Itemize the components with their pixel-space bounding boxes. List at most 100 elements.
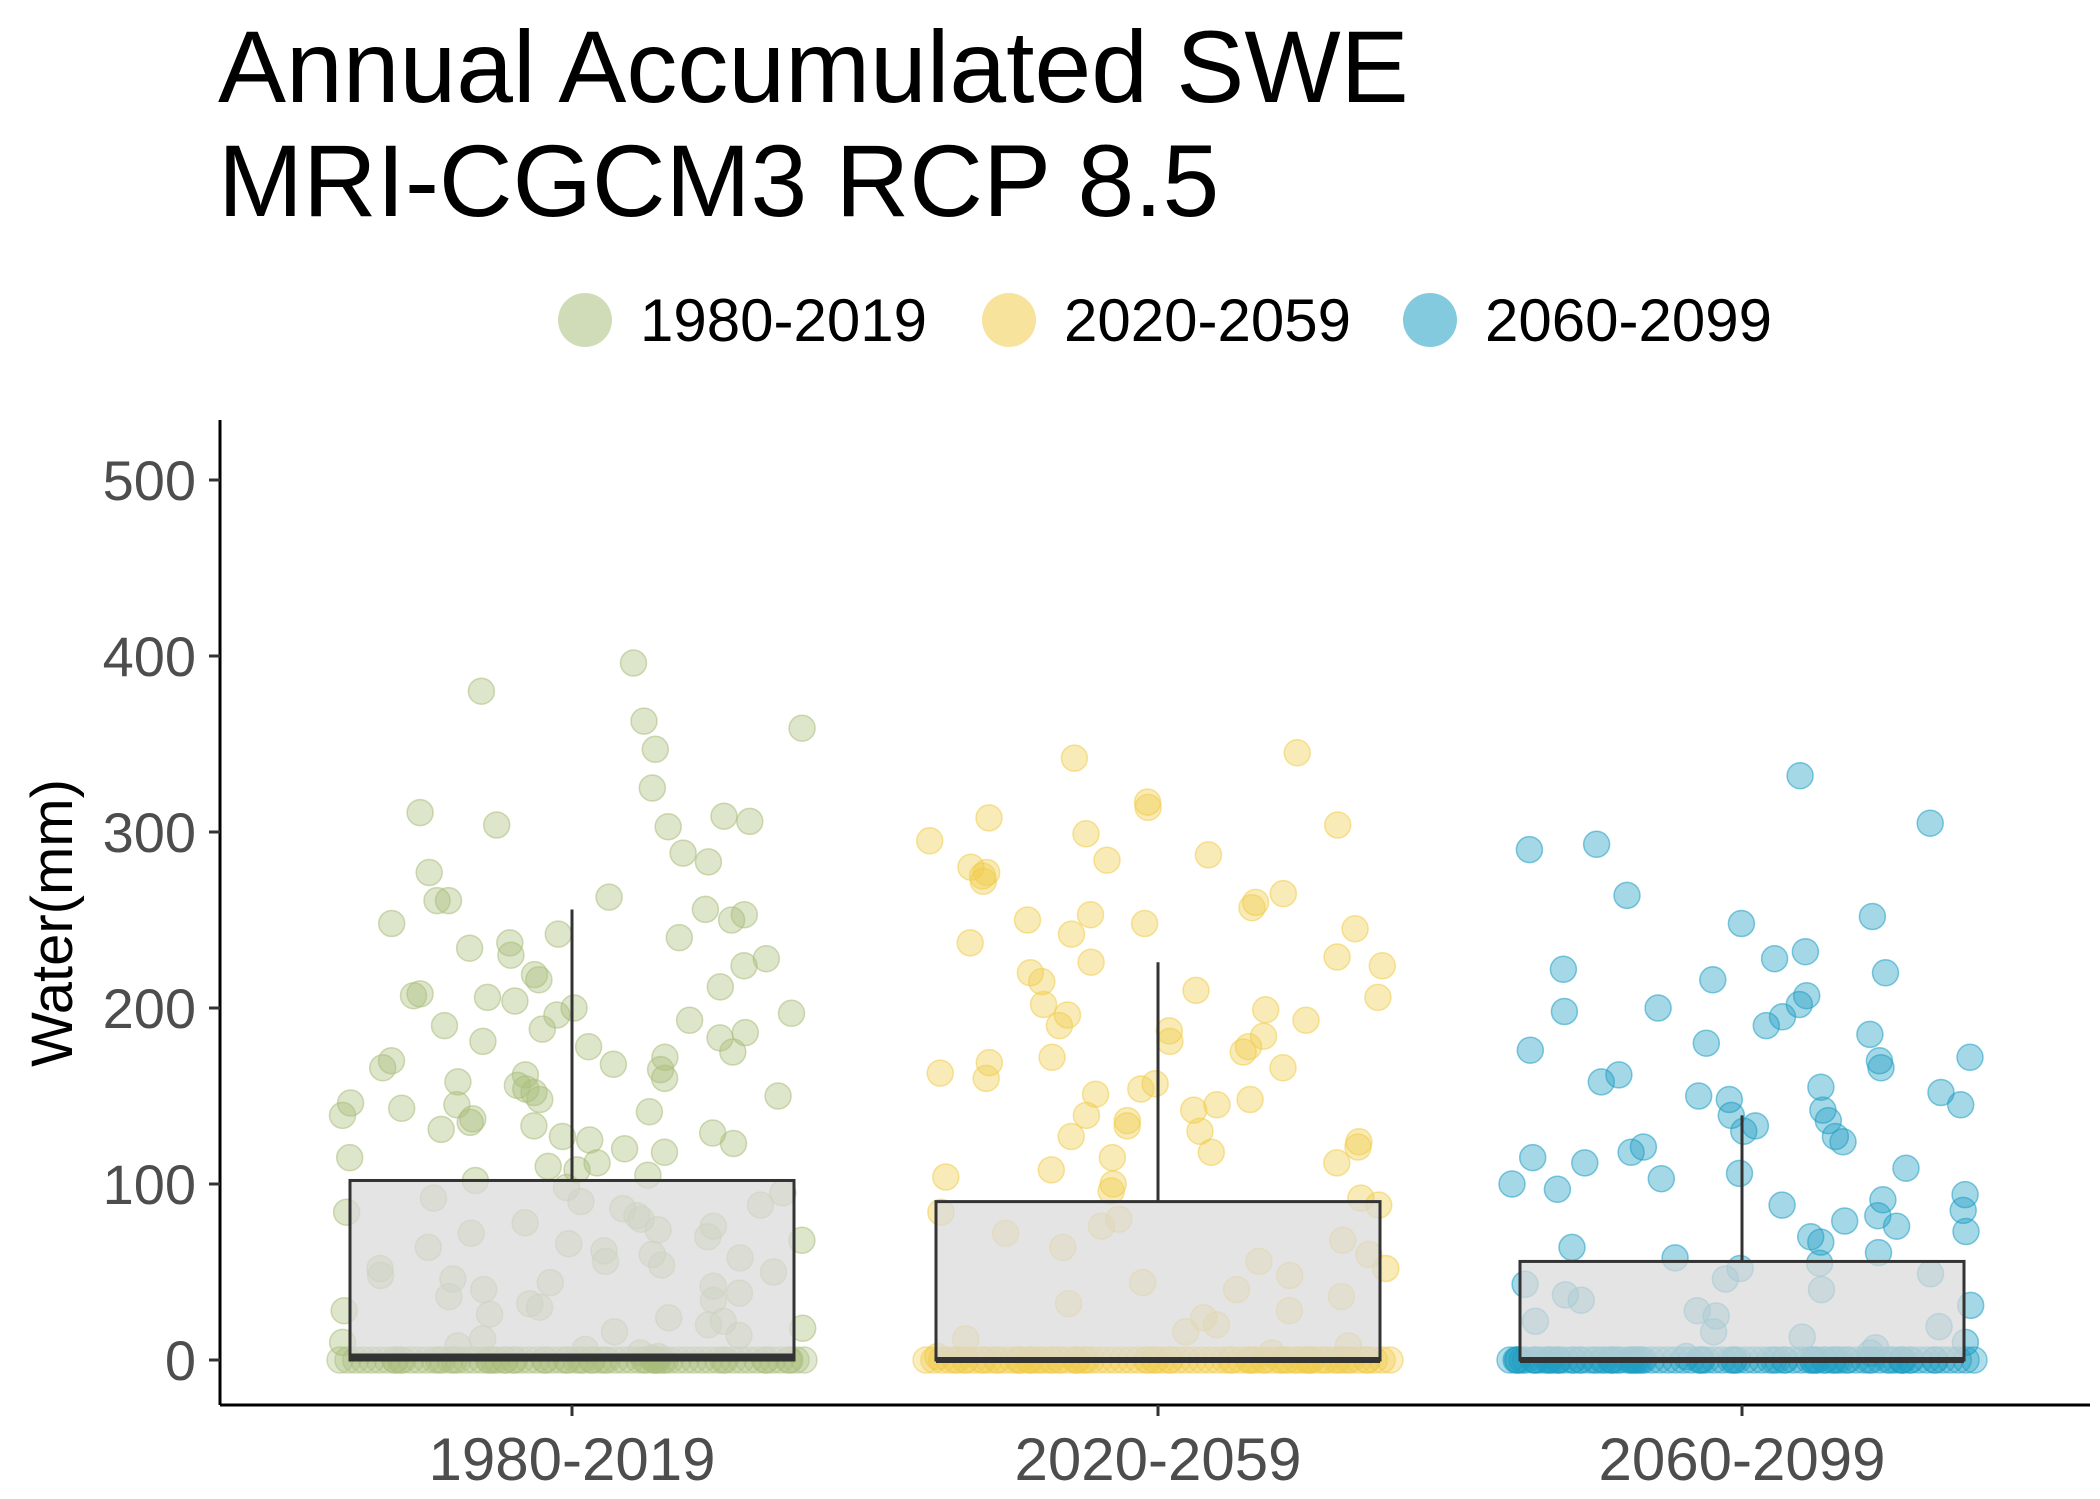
data-point-2020-2059-61 [1037, 1156, 1066, 1184]
data-point-2020-2059-23 [1323, 943, 1351, 971]
data-point-1980-2019-13 [415, 858, 443, 887]
data-point-1980-2019-52 [650, 1064, 679, 1093]
data-point-1980-2019-6 [406, 798, 434, 827]
data-point-2020-2059-0 [1283, 739, 1311, 767]
data-point-2020-2059-33 [1292, 1006, 1320, 1035]
data-point-1980-2019-71 [719, 1129, 748, 1158]
data-point-1980-2019-21 [544, 920, 573, 948]
data-point-1980-2019-19 [717, 906, 746, 934]
data-point-1980-2019-40 [528, 1015, 557, 1043]
data-point-2020-2059-1 [1060, 744, 1089, 772]
data-point-2060-2099-17 [1752, 1011, 1781, 1040]
data-point-1980-2019-36 [777, 999, 806, 1028]
data-point-2020-2059-53 [1113, 1112, 1141, 1140]
data-point-2020-2059-15 [1241, 888, 1270, 917]
data-point-2020-2059-22 [956, 929, 984, 957]
data-point-2060-2099-1 [1916, 809, 1944, 837]
data-point-1980-2019-0 [630, 707, 658, 735]
data-point-2020-2059-49 [1203, 1091, 1231, 1119]
data-point-2020-2059-29 [1364, 983, 1392, 1012]
data-point-1980-2019-63 [328, 1101, 357, 1130]
data-point-1980-2019-15 [434, 886, 463, 915]
data-point-2060-2099-15 [1550, 997, 1579, 1026]
data-point-2060-2099-16 [1768, 1003, 1797, 1031]
data-point-2020-2059-43 [926, 1059, 954, 1087]
data-point-1980-2019-49 [368, 1054, 397, 1082]
data-point-1980-2019-67 [427, 1115, 455, 1144]
data-point-2020-2059-14 [1269, 879, 1298, 908]
x-tick-label-2020-2059: 2020-2059 [1015, 1426, 1302, 1493]
data-point-2060-2099-43 [1725, 1159, 1754, 1188]
box-2060-2099 [1518, 1115, 1966, 1363]
y-tick-label-400: 400 [103, 625, 196, 688]
data-point-1980-2019-70 [575, 1126, 604, 1154]
box-2020-2059 [934, 962, 1382, 1363]
box-1980-2019 [348, 909, 796, 1362]
data-point-2020-2059-30 [1029, 990, 1058, 1019]
data-point-2020-2059-34 [1045, 1011, 1074, 1040]
data-point-1980-2019-43 [469, 1027, 497, 1056]
data-point-2020-2059-13 [969, 867, 998, 896]
data-point-1980-2019-10 [669, 839, 697, 867]
data-point-1980-2019-73 [650, 1138, 679, 1167]
data-point-1980-2019-24 [455, 934, 484, 962]
data-point-2020-2059-25 [1368, 952, 1397, 980]
data-point-2060-2099-11 [1699, 966, 1727, 994]
box-rect-2020-2059 [934, 1200, 1382, 1362]
data-point-2020-2059-9 [1093, 846, 1121, 874]
x-tick-label-1980-2019: 1980-2019 [429, 1426, 716, 1493]
data-point-2020-2059-8 [1194, 841, 1223, 869]
x-tick-label-2060-2099: 2060-2099 [1599, 1426, 1886, 1493]
chart-title-line-1: Annual Accumulated SWE [218, 10, 1409, 124]
data-point-2060-2099-26 [1807, 1073, 1835, 1101]
data-point-2060-2099-33 [1814, 1106, 1843, 1135]
data-point-2060-2099-14 [1644, 994, 1672, 1022]
legend-item-2060-2099: 2060-2099 [1403, 285, 1772, 355]
data-point-2020-2059-46 [1127, 1075, 1155, 1103]
data-point-1980-2019-16 [423, 886, 451, 915]
data-point-1980-2019-57 [764, 1082, 792, 1110]
legend-label-2020-2059: 2020-2059 [1064, 286, 1351, 354]
data-point-1980-2019-5 [638, 774, 667, 802]
data-point-1980-2019-72 [610, 1135, 639, 1163]
data-point-1980-2019-66 [520, 1112, 548, 1140]
boxes-layer [348, 909, 1966, 1363]
data-point-2060-2099-44 [1647, 1164, 1676, 1193]
data-point-2060-2099-40 [1518, 1143, 1547, 1172]
data-point-1980-2019-9 [710, 802, 738, 830]
data-point-1980-2019-29 [525, 966, 553, 994]
data-point-1980-2019-34 [501, 987, 529, 1015]
data-point-2060-2099-21 [1956, 1043, 1984, 1072]
data-point-2020-2059-57 [1344, 1133, 1372, 1161]
data-point-1980-2019-76 [534, 1152, 562, 1181]
data-point-2060-2099-18 [1856, 1020, 1884, 1049]
data-point-2060-2099-54 [1952, 1217, 1980, 1246]
y-tick-label-0: 0 [165, 1329, 196, 1392]
data-point-1980-2019-35 [560, 994, 588, 1022]
data-point-2020-2059-28 [1182, 976, 1210, 1005]
data-point-1980-2019-37 [543, 1001, 571, 1029]
data-point-2020-2059-54 [1186, 1117, 1214, 1145]
data-point-2020-2059-5 [1323, 811, 1352, 839]
data-point-1980-2019-30 [706, 973, 735, 1001]
legend-label-1980-2019: 1980-2019 [640, 286, 927, 354]
data-point-2060-2099-41 [1571, 1149, 1599, 1177]
data-point-2020-2059-20 [1341, 915, 1369, 943]
data-point-2060-2099-46 [1543, 1175, 1572, 1204]
data-point-2060-2099-35 [1730, 1117, 1758, 1145]
data-point-1980-2019-2 [619, 649, 648, 677]
data-point-1980-2019-26 [752, 944, 781, 973]
y-tick-label-100: 100 [103, 1153, 196, 1216]
data-point-2020-2059-27 [1028, 967, 1056, 996]
data-point-2060-2099-6 [1727, 909, 1756, 938]
data-point-2060-2099-28 [1684, 1082, 1713, 1110]
data-point-1980-2019-20 [377, 909, 406, 938]
data-point-2020-2059-3 [1134, 793, 1162, 822]
data-point-2020-2059-7 [915, 827, 944, 855]
data-point-2060-2099-25 [1587, 1068, 1616, 1096]
legend-item-2020-2059: 2020-2059 [982, 285, 1351, 355]
data-point-2020-2059-21 [1057, 920, 1086, 948]
data-point-2060-2099-24 [1605, 1061, 1633, 1089]
data-point-2060-2099-23 [1867, 1054, 1895, 1082]
